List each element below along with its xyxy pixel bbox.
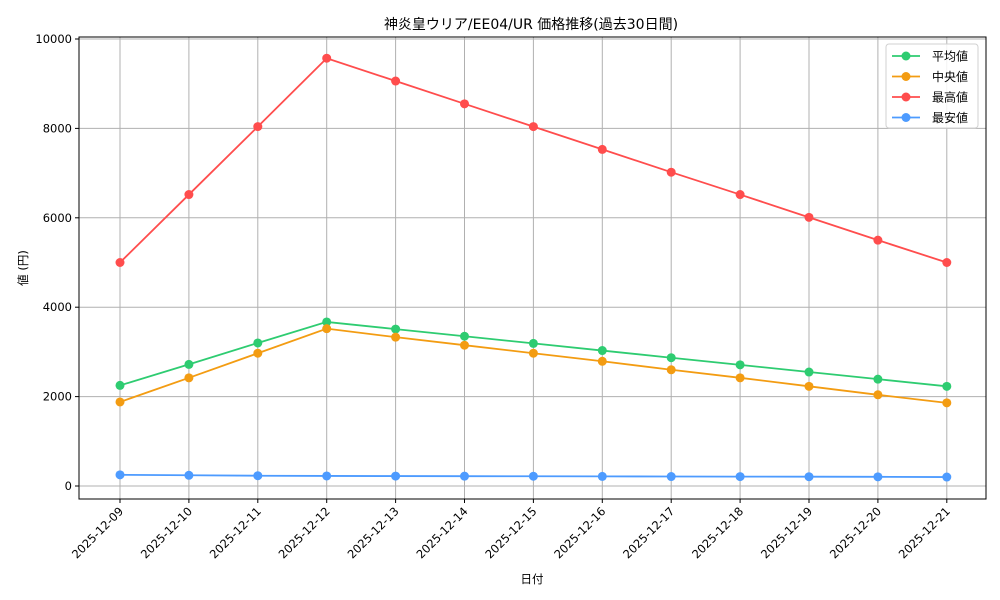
x-tick-label: 2025-12-10 <box>138 504 195 561</box>
legend-marker-icon <box>901 72 911 81</box>
data-point <box>253 348 263 358</box>
data-point <box>666 167 676 177</box>
data-point <box>735 360 745 370</box>
legend-label: 最高値 <box>932 90 968 105</box>
x-tick-label: 2025-12-19 <box>758 504 815 561</box>
data-point <box>391 332 401 342</box>
data-point <box>873 390 883 400</box>
data-point <box>115 470 125 480</box>
data-point <box>391 324 401 334</box>
grid-lines <box>79 37 986 499</box>
data-point <box>528 338 538 348</box>
data-point <box>184 470 194 480</box>
data-point <box>942 472 952 482</box>
legend-marker-icon <box>901 92 911 102</box>
data-point <box>597 144 607 154</box>
x-tick-label: 2025-12-09 <box>69 504 126 561</box>
data-point <box>873 374 883 384</box>
data-point <box>666 353 676 363</box>
data-point <box>597 356 607 366</box>
y-tick-label: 8000 <box>43 121 72 135</box>
data-point <box>391 471 401 481</box>
x-axis-ticks: 2025-12-09 2025-12-10 2025-12-11 2025-12-12… <box>69 499 953 561</box>
y-tick-label: 4000 <box>43 300 72 314</box>
data-point <box>735 472 745 482</box>
data-point <box>942 258 952 267</box>
data-point <box>804 381 814 391</box>
data-point <box>184 373 194 383</box>
data-point <box>804 212 814 222</box>
data-point <box>115 380 125 390</box>
x-tick-label: 2025-12-17 <box>620 504 677 561</box>
data-point <box>735 373 745 383</box>
data-point <box>115 258 125 267</box>
data-point <box>253 471 263 481</box>
x-tick-label: 2025-12-15 <box>482 504 539 561</box>
y-tick-label: 10000 <box>35 32 72 46</box>
y-tick-label: 0 <box>65 479 72 493</box>
data-point <box>253 338 263 348</box>
data-point <box>597 346 607 356</box>
y-tick-label: 2000 <box>43 390 72 404</box>
data-point <box>804 472 814 482</box>
data-point <box>666 365 676 375</box>
data-point <box>735 190 745 200</box>
y-axis-ticks: 0 2000 4000 6000 8000 10000 <box>35 32 79 493</box>
data-point <box>322 471 332 481</box>
y-axis-label: 値 (円) <box>16 250 30 286</box>
legend-marker-icon <box>901 113 911 122</box>
plot-frame <box>78 36 987 500</box>
data-point <box>460 471 469 481</box>
data-point <box>804 367 814 377</box>
data-point <box>184 359 194 369</box>
x-tick-label: 2025-12-11 <box>207 504 264 561</box>
x-tick-label: 2025-12-13 <box>345 504 402 561</box>
legend-label: 平均値 <box>932 49 968 64</box>
legend-label: 最安値 <box>932 110 968 125</box>
data-point <box>528 471 538 481</box>
data-point <box>597 471 607 481</box>
data-point <box>460 99 469 109</box>
x-tick-label: 2025-12-21 <box>896 504 953 561</box>
x-tick-label: 2025-12-18 <box>689 504 746 561</box>
data-point <box>528 122 538 132</box>
data-point <box>322 53 332 63</box>
data-point <box>115 397 125 407</box>
x-tick-label: 2025-12-14 <box>413 504 470 561</box>
data-point <box>460 340 469 350</box>
legend-box <box>885 43 979 129</box>
legend-marker-icon <box>901 51 911 61</box>
data-point <box>322 317 332 327</box>
data-point <box>322 324 332 334</box>
data-point <box>253 122 263 132</box>
series-lines <box>115 53 952 482</box>
data-point <box>942 381 952 391</box>
data-point <box>873 472 883 482</box>
data-point <box>942 398 952 408</box>
x-axis-label: 日付 <box>521 572 544 586</box>
legend-label: 中央値 <box>932 69 968 84</box>
x-tick-label: 2025-12-12 <box>276 504 333 561</box>
x-tick-label: 2025-12-20 <box>827 504 884 561</box>
x-tick-label: 2025-12-16 <box>551 504 608 561</box>
data-point <box>528 348 538 358</box>
data-point <box>391 76 401 86</box>
data-point <box>873 235 883 245</box>
data-point <box>460 331 469 341</box>
data-point <box>184 190 194 200</box>
y-tick-label: 6000 <box>43 211 72 225</box>
chart-title: 神炎皇ウリア/EE04/UR 価格推移(過去30日間) <box>384 17 678 33</box>
data-point <box>666 472 676 482</box>
